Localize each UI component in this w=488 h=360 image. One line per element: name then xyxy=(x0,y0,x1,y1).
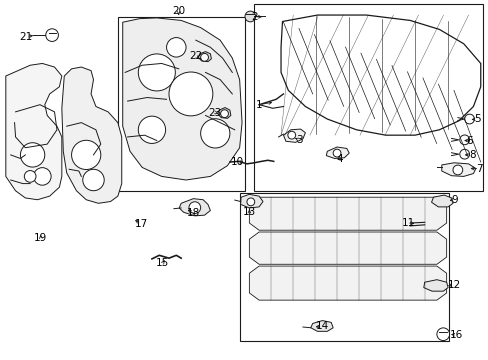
Bar xyxy=(118,17,244,191)
Circle shape xyxy=(166,37,185,57)
Text: 20: 20 xyxy=(172,6,185,17)
Circle shape xyxy=(34,168,51,185)
Circle shape xyxy=(200,119,229,148)
Polygon shape xyxy=(179,199,210,216)
Text: 7: 7 xyxy=(475,163,482,174)
Circle shape xyxy=(138,116,165,143)
Polygon shape xyxy=(423,280,447,291)
Circle shape xyxy=(287,131,295,139)
Text: 4: 4 xyxy=(335,154,342,164)
Circle shape xyxy=(220,110,228,118)
Text: 13: 13 xyxy=(242,207,256,217)
Polygon shape xyxy=(240,194,263,208)
Text: 19: 19 xyxy=(34,233,47,243)
Circle shape xyxy=(452,165,462,175)
Text: 18: 18 xyxy=(186,208,200,218)
Polygon shape xyxy=(325,147,348,158)
Circle shape xyxy=(82,169,104,191)
Text: 5: 5 xyxy=(473,114,480,124)
Circle shape xyxy=(138,54,175,91)
Polygon shape xyxy=(431,195,452,207)
Text: 9: 9 xyxy=(451,195,457,205)
Circle shape xyxy=(46,29,58,41)
Text: 1: 1 xyxy=(255,100,262,110)
Text: 11: 11 xyxy=(401,218,414,228)
Text: 8: 8 xyxy=(468,150,475,160)
Circle shape xyxy=(246,198,254,206)
Polygon shape xyxy=(198,51,211,62)
Circle shape xyxy=(332,149,340,157)
Circle shape xyxy=(20,143,45,167)
Circle shape xyxy=(200,53,208,61)
Text: 12: 12 xyxy=(447,280,460,290)
Text: 14: 14 xyxy=(315,321,328,331)
Polygon shape xyxy=(6,63,61,200)
Text: 2: 2 xyxy=(250,12,257,22)
Text: 16: 16 xyxy=(449,330,463,340)
Circle shape xyxy=(244,11,255,22)
Polygon shape xyxy=(61,67,122,203)
Circle shape xyxy=(169,72,212,116)
Circle shape xyxy=(464,114,473,124)
Bar xyxy=(254,4,482,191)
Polygon shape xyxy=(217,108,230,118)
Polygon shape xyxy=(441,163,475,176)
Circle shape xyxy=(71,140,101,170)
Polygon shape xyxy=(249,266,446,300)
Text: 17: 17 xyxy=(134,219,147,229)
Text: 15: 15 xyxy=(156,258,169,268)
Text: 23: 23 xyxy=(208,108,222,118)
Bar xyxy=(239,193,448,341)
Circle shape xyxy=(188,202,200,213)
Polygon shape xyxy=(310,320,332,331)
Circle shape xyxy=(459,135,468,145)
Text: 3: 3 xyxy=(295,135,302,145)
Circle shape xyxy=(459,149,468,159)
Text: 22: 22 xyxy=(189,51,202,61)
Text: 21: 21 xyxy=(20,32,33,41)
Polygon shape xyxy=(249,197,446,230)
Text: 6: 6 xyxy=(466,136,472,145)
Polygon shape xyxy=(122,18,242,180)
Text: 10: 10 xyxy=(231,157,244,167)
Circle shape xyxy=(436,328,448,341)
Circle shape xyxy=(24,171,36,182)
Polygon shape xyxy=(283,129,305,142)
Polygon shape xyxy=(249,232,446,264)
